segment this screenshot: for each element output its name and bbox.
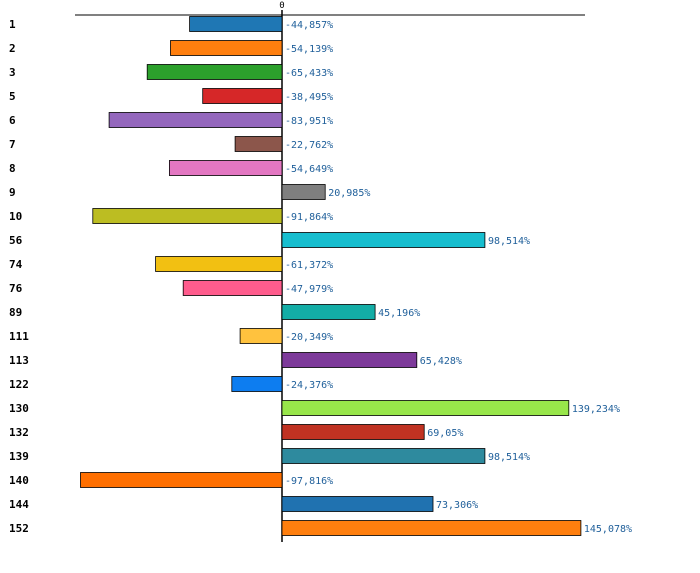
value-label: 73,306% bbox=[436, 500, 478, 511]
value-label: 20,985% bbox=[328, 188, 370, 199]
category-label: 10 bbox=[9, 210, 22, 223]
category-label: 89 bbox=[9, 306, 22, 319]
category-label: 5 bbox=[9, 90, 16, 103]
bar-56 bbox=[281, 232, 486, 248]
category-label: 122 bbox=[9, 378, 29, 391]
bar-3 bbox=[146, 64, 283, 80]
bar-140 bbox=[80, 472, 283, 488]
value-label: -54,139% bbox=[285, 44, 333, 55]
bar-7 bbox=[234, 136, 283, 152]
value-label: -47,979% bbox=[285, 284, 333, 295]
bars-group: 1 -44,857% 2 -54,139% 3 -65,433% 5 -38,495% 6 -83… bbox=[9, 16, 632, 536]
value-label: 98,514% bbox=[488, 236, 530, 247]
value-label: -22,762% bbox=[285, 140, 333, 151]
bar-152 bbox=[281, 520, 582, 536]
bar-113 bbox=[281, 352, 418, 368]
category-label: 1 bbox=[9, 18, 16, 31]
value-label: -54,649% bbox=[285, 164, 333, 175]
category-label: 113 bbox=[9, 354, 29, 367]
category-label: 9 bbox=[9, 186, 16, 199]
category-label: 130 bbox=[9, 402, 29, 415]
category-label: 132 bbox=[9, 426, 29, 439]
category-label: 7 bbox=[9, 138, 16, 151]
category-label: 144 bbox=[9, 498, 29, 511]
bar-76 bbox=[182, 280, 283, 296]
bar-144 bbox=[281, 496, 434, 512]
bar-2 bbox=[170, 40, 283, 56]
value-label: 45,196% bbox=[378, 308, 420, 319]
value-label: -83,951% bbox=[285, 116, 333, 127]
value-label: -61,372% bbox=[285, 260, 333, 271]
value-label: -44,857% bbox=[285, 20, 333, 31]
category-label: 74 bbox=[9, 258, 23, 271]
value-label: -24,376% bbox=[285, 380, 333, 391]
category-label: 152 bbox=[9, 522, 29, 535]
bar-122 bbox=[231, 376, 283, 392]
bar-10 bbox=[92, 208, 283, 224]
bar-1 bbox=[189, 16, 283, 32]
bar-111 bbox=[239, 328, 283, 344]
bar-89 bbox=[281, 304, 376, 320]
bar-8 bbox=[168, 160, 283, 176]
value-label: 139,234% bbox=[572, 404, 620, 415]
value-label: 65,428% bbox=[420, 356, 462, 367]
bar-139 bbox=[281, 448, 486, 464]
category-label: 2 bbox=[9, 42, 16, 55]
category-label: 6 bbox=[9, 114, 16, 127]
category-label: 76 bbox=[9, 282, 23, 295]
bar-130 bbox=[281, 400, 570, 416]
value-label: -38,495% bbox=[285, 92, 333, 103]
category-label: 111 bbox=[9, 330, 29, 343]
category-label: 56 bbox=[9, 234, 23, 247]
category-label: 8 bbox=[9, 162, 16, 175]
bar-74 bbox=[155, 256, 283, 272]
zero-tick-label: 0 bbox=[279, 1, 284, 11]
value-label: -20,349% bbox=[285, 332, 333, 343]
value-label: 145,078% bbox=[584, 524, 632, 535]
category-label: 3 bbox=[9, 66, 16, 79]
bar-6 bbox=[108, 112, 283, 128]
category-label: 140 bbox=[9, 474, 29, 487]
value-label: -65,433% bbox=[285, 68, 333, 79]
value-label: -91,864% bbox=[285, 212, 333, 223]
bar-9 bbox=[281, 184, 326, 200]
value-label: 69,05% bbox=[427, 428, 463, 439]
category-label: 139 bbox=[9, 450, 29, 463]
value-label: -97,816% bbox=[285, 476, 333, 487]
bar-132 bbox=[281, 424, 425, 440]
value-label: 98,514% bbox=[488, 452, 530, 463]
bar-5 bbox=[202, 88, 283, 104]
